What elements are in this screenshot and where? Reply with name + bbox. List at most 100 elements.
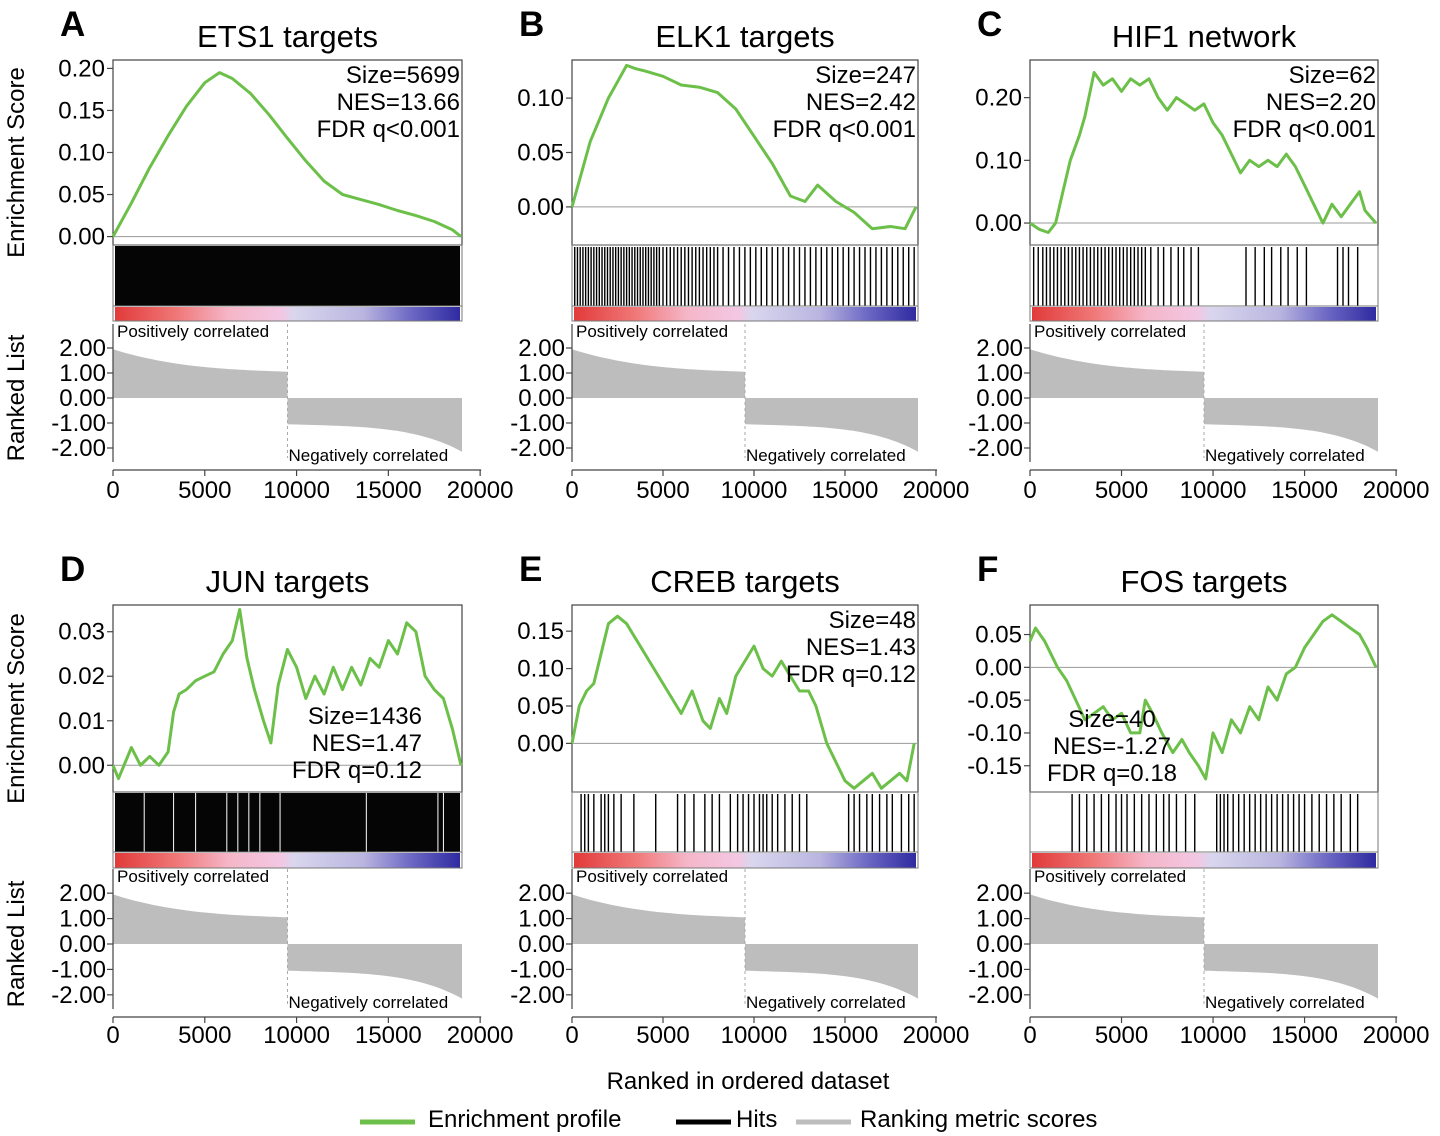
x-tick-label: 20000 [903, 1022, 970, 1049]
rank-tick-label: 1.00 [518, 906, 565, 933]
colorbar-frame [1029, 305, 1379, 322]
panels-layer: A ETS1 targets 0.20 0.15 0.10 0.05 0.00 Size=56… [3, 5, 1429, 1049]
hits-frame [1029, 244, 1379, 307]
colorbar-frame [571, 305, 919, 322]
x-tick-label: 10000 [721, 1022, 788, 1049]
enrichment-profile-line [570, 63, 918, 231]
es-tick-label: 0.00 [975, 654, 1022, 681]
ranking-metric-positive [572, 349, 745, 398]
panel-f: F FOS targets 0.05 0.00 -0.05 -0.10 -0.15 Size=… [967, 550, 1429, 1049]
stat-label: FDR q=0.18 [1047, 760, 1177, 787]
x-tick-label: 15000 [1271, 1022, 1338, 1049]
stat-label: Size=48 [829, 607, 916, 634]
panel-title: CREB targets [650, 564, 840, 599]
es-tick-label: 0.02 [58, 663, 105, 690]
stat-label: FDR q=0.12 [292, 757, 422, 784]
rank-tick-label: -1.00 [510, 956, 565, 983]
enrichment-profile-line [1029, 71, 1378, 234]
negatively-correlated-label: Negatively correlated [289, 446, 449, 465]
panel-title: HIF1 network [1112, 19, 1297, 54]
es-tick-label: 0.10 [975, 147, 1022, 174]
negatively-correlated-label: Negatively correlated [746, 446, 906, 465]
ranking-metric-negative [1204, 944, 1378, 999]
rank-tick-label: 0.00 [518, 385, 565, 412]
es-tick-label: 0.20 [58, 55, 105, 82]
legend-label: Ranking metric scores [860, 1106, 1097, 1133]
rank-tick-label: 1.00 [518, 360, 565, 387]
es-tick-label: 0.05 [517, 140, 564, 167]
es-tick-label: 0.10 [517, 656, 564, 683]
rank-tick-label: 1.00 [976, 906, 1023, 933]
rank-tick-label: 1.00 [976, 360, 1023, 387]
stat-label: FDR q<0.001 [773, 116, 916, 143]
positively-correlated-label: Positively correlated [576, 322, 728, 341]
x-tick-label: 5000 [178, 477, 231, 504]
ranking-metric-positive [113, 349, 288, 398]
stat-label: FDR q<0.001 [1233, 116, 1376, 143]
x-tick-label: 20000 [447, 477, 514, 504]
rank-tick-label: 2.00 [518, 880, 565, 907]
rank-tick-label: 2.00 [976, 335, 1023, 362]
stat-label: FDR q=0.12 [786, 661, 916, 688]
colorbar-frame [112, 851, 463, 869]
es-tick-label: 0.05 [975, 622, 1022, 649]
rank-tick-label: 2.00 [976, 880, 1023, 907]
negatively-correlated-label: Negatively correlated [1205, 993, 1365, 1012]
rank-tick-label: 1.00 [59, 360, 106, 387]
es-tick-label: -0.15 [967, 753, 1022, 780]
rank-axis-label: Ranked List [3, 880, 30, 1007]
panel-title: ETS1 targets [197, 19, 378, 54]
x-tick-label: 10000 [721, 477, 788, 504]
positively-correlated-label: Positively correlated [117, 322, 269, 341]
hits-band [115, 793, 460, 852]
ranking-colorbar [574, 307, 916, 321]
rank-tick-label: 2.00 [518, 335, 565, 362]
rank-tick-label: -2.00 [968, 982, 1023, 1009]
stat-label: Size=5699 [346, 62, 460, 89]
x-tick-label: 0 [106, 477, 119, 504]
x-tick-label: 0 [565, 477, 578, 504]
ranking-metric-positive [1030, 349, 1204, 398]
colorbar-frame [571, 851, 919, 869]
es-tick-label: 0.10 [58, 140, 105, 167]
rank-tick-label: -1.00 [51, 956, 106, 983]
ranking-colorbar [115, 853, 460, 868]
ranking-metric-positive [1030, 894, 1204, 944]
panel-letter: F [977, 550, 998, 589]
ranking-metric-positive [572, 894, 745, 944]
stat-label: NES=-1.27 [1053, 733, 1171, 760]
hits-band [115, 246, 460, 306]
negatively-correlated-label: Negatively correlated [1205, 446, 1365, 465]
ranking-metric-negative [1204, 398, 1378, 452]
x-tick-label: 15000 [812, 1022, 879, 1049]
positively-correlated-label: Positively correlated [1034, 322, 1186, 341]
rank-tick-label: -2.00 [510, 435, 565, 462]
x-tick-label: 15000 [355, 477, 422, 504]
legend-label: Hits [736, 1106, 777, 1133]
es-tick-label: 0.01 [58, 708, 105, 735]
es-tick-label: 0.05 [58, 182, 105, 209]
x-tick-label: 5000 [636, 1022, 689, 1049]
ranking-metric-negative [745, 944, 918, 999]
panel-d: D JUN targets 0.03 0.02 0.01 0.00 Size=1436NES… [3, 550, 514, 1049]
rank-tick-label: 2.00 [59, 880, 106, 907]
enrichment-profile-line [111, 608, 463, 781]
ranking-colorbar [115, 307, 460, 321]
negatively-correlated-label: Negatively correlated [746, 993, 906, 1012]
ranking-colorbar [1032, 307, 1376, 321]
x-tick-label: 20000 [903, 477, 970, 504]
rank-tick-label: 0.00 [518, 931, 565, 958]
x-tick-label: 5000 [178, 1022, 231, 1049]
es-frame [1029, 604, 1379, 793]
legend-label: Enrichment profile [428, 1106, 621, 1133]
stat-label: NES=2.42 [806, 89, 916, 116]
x-tick-label: 0 [565, 1022, 578, 1049]
panel-letter: E [519, 550, 542, 589]
es-tick-label: 0.05 [517, 693, 564, 720]
x-tick-label: 0 [1023, 1022, 1036, 1049]
stat-label: Size=62 [1289, 62, 1376, 89]
hits-frame [571, 791, 919, 853]
es-tick-label: 0.00 [517, 730, 564, 757]
colorbar-frame [1029, 851, 1379, 869]
legend: Enrichment profile Hits Ranking metric sco… [360, 1106, 1097, 1133]
